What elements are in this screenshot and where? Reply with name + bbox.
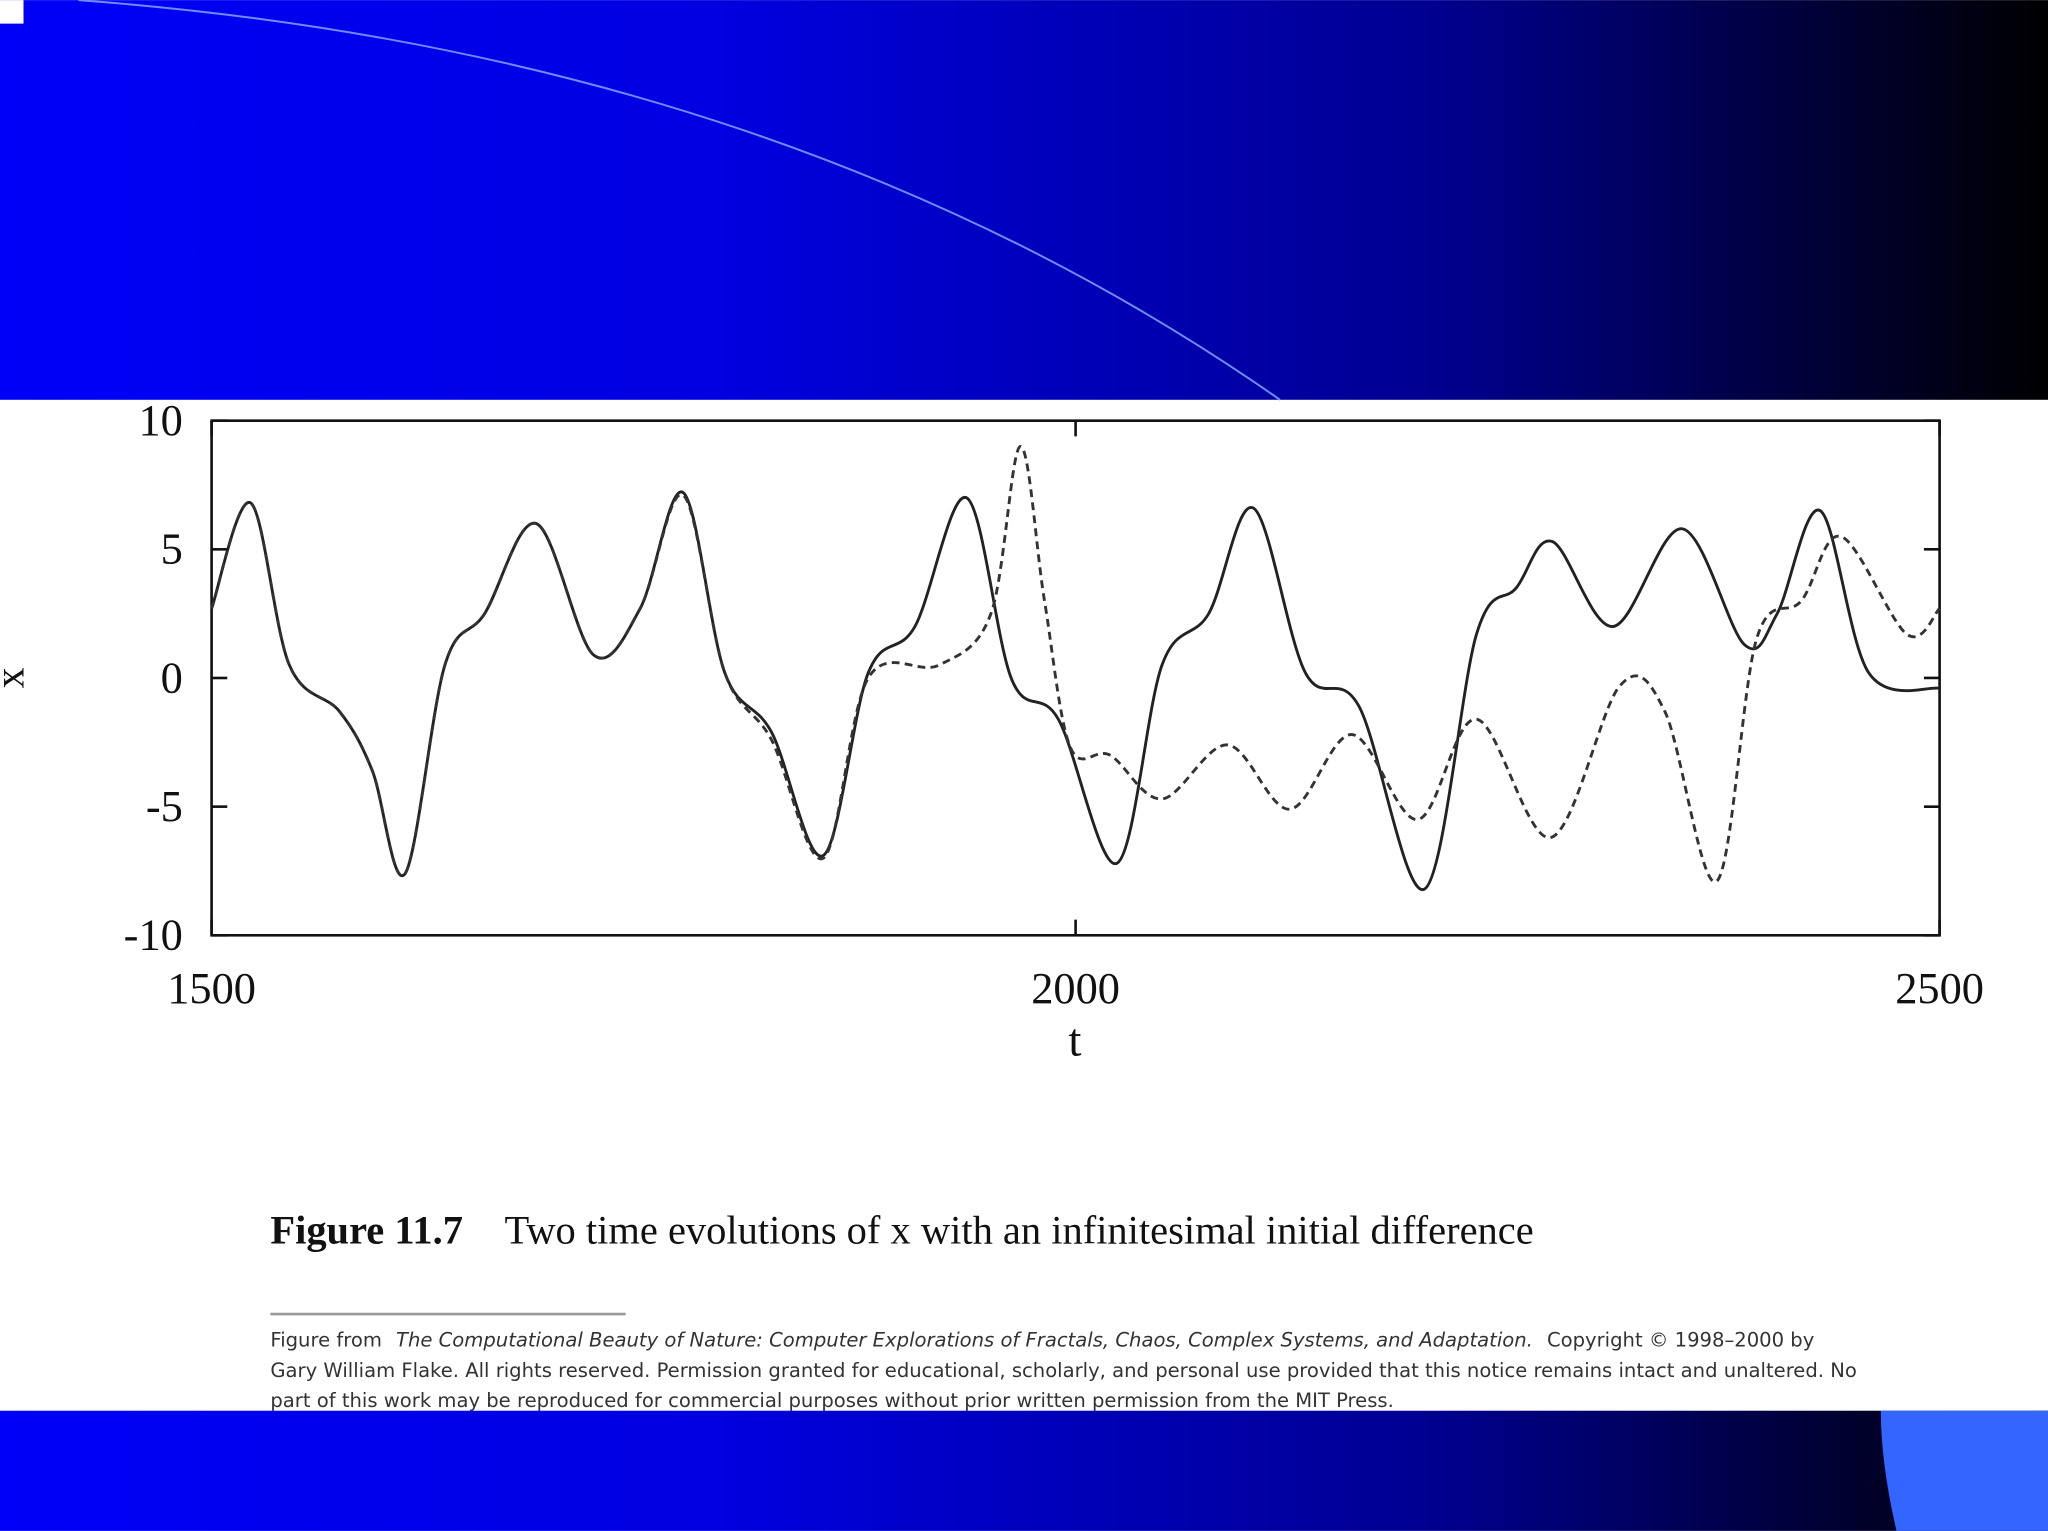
bottom-band [0,1410,2048,1531]
series-line [210,444,1941,884]
footnote-line: Gary William Flake. All rights reserved.… [270,1359,1857,1382]
corner-mark [0,0,24,24]
y-tick-label: -5 [146,781,183,831]
footnote-line: part of this work may be reproduced for … [270,1389,1394,1412]
plot-frame [210,419,1941,937]
footnote-line: Figure from The Computational Beauty of … [270,1329,1814,1352]
y-tick-label: -10 [124,910,183,960]
caption-text: Two time evolutions of x with an infinit… [504,1208,1533,1253]
x-tick-label: 2000 [1031,963,1120,1013]
x-tick-label: 1500 [167,963,256,1013]
arc-decoration [78,0,1281,401]
y-axis-label: x [0,667,34,688]
y-tick-label: 0 [161,652,183,702]
footnote-lead: Figure from [270,1329,382,1352]
footnote-copyright: Copyright © 1998–2000 by [1547,1329,1814,1352]
caption: Figure 11.7 Two time evolutions of x wit… [270,1208,1533,1253]
x-axis-label: t [1068,1014,1081,1066]
top-band [0,0,2048,400]
series-line [210,490,1940,891]
y-tick-label: 10 [138,395,182,445]
corner-decoration [1880,1410,2048,1531]
caption-number: Figure 11.7 [270,1208,463,1253]
footnote-book: The Computational Beauty of Nature: Comp… [396,1329,1533,1352]
y-tick-label: 5 [161,524,183,574]
plot: -10 -5 0 5 10 1500 2000 2500 [124,395,1984,1013]
x-tick-label: 2500 [1895,963,1984,1013]
